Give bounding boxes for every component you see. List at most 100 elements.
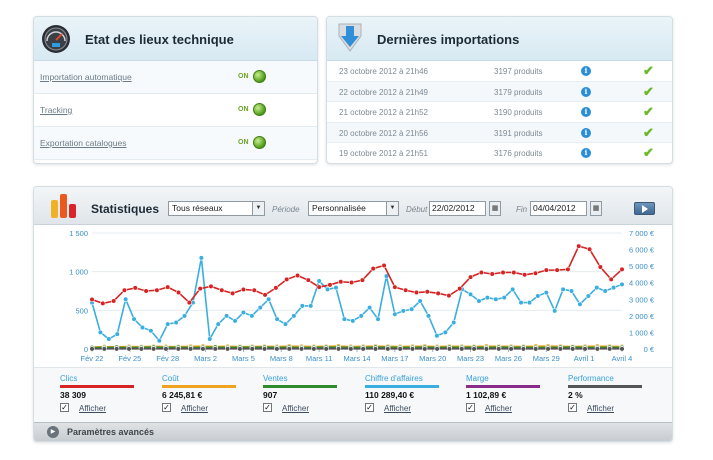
- data-point: [434, 333, 440, 339]
- data-point: [294, 272, 301, 279]
- y-left-tick-label: 500: [75, 306, 88, 315]
- info-icon[interactable]: i: [581, 66, 591, 76]
- series-line-chiffre-d-affaires: [91, 257, 623, 343]
- data-point: [451, 319, 457, 326]
- x-tick-label: Fév 22: [81, 354, 104, 363]
- data-point: [215, 321, 221, 327]
- metric-value: 38 309: [60, 390, 86, 400]
- checkmark-icon: ✔: [643, 63, 654, 78]
- data-point: [586, 246, 593, 252]
- data-point: [324, 286, 331, 292]
- tech-link-import[interactable]: Importation automatique: [40, 72, 132, 82]
- info-icon[interactable]: i: [581, 148, 591, 158]
- network-select-value: Tous réseaux: [172, 203, 223, 213]
- data-point: [232, 318, 238, 324]
- data-point: [476, 298, 482, 304]
- tech-link-tracking[interactable]: Tracking: [40, 105, 73, 115]
- data-point: [442, 329, 448, 336]
- data-point: [594, 285, 600, 291]
- show-link[interactable]: Afficher: [384, 404, 411, 413]
- metric-performance: Performance 2 % ✓ Afficher: [568, 368, 668, 426]
- network-select[interactable]: Tous réseaux ▼: [168, 201, 265, 216]
- metric-label: Performance: [568, 374, 614, 383]
- periode-select[interactable]: Personnalisée ▼: [308, 201, 399, 216]
- go-button[interactable]: [634, 202, 655, 215]
- data-point: [381, 262, 387, 269]
- data-point: [403, 287, 409, 293]
- info-icon[interactable]: i: [581, 107, 591, 117]
- import-products: 3191 produits: [494, 128, 543, 138]
- show-checkbox[interactable]: ✓: [568, 403, 577, 412]
- x-tick-label: Mars 14: [343, 354, 370, 363]
- metric-label: Clics: [60, 374, 78, 383]
- data-point: [392, 284, 398, 290]
- metric-color-bar: [60, 385, 134, 388]
- fin-date-input[interactable]: 04/04/2012: [530, 201, 587, 216]
- data-point: [212, 346, 218, 352]
- calendar-icon[interactable]: ▦: [590, 201, 602, 216]
- data-point: [151, 346, 157, 352]
- calendar-icon[interactable]: ▦: [489, 201, 501, 216]
- debut-date-input[interactable]: 22/02/2012: [429, 201, 486, 216]
- data-point: [207, 336, 213, 342]
- data-point: [417, 298, 423, 304]
- data-point: [261, 346, 268, 352]
- data-point: [370, 265, 376, 272]
- data-point: [535, 293, 541, 299]
- info-icon[interactable]: i: [581, 86, 591, 97]
- show-checkbox[interactable]: ✓: [60, 403, 69, 412]
- data-point: [311, 346, 317, 352]
- data-point: [532, 270, 539, 276]
- advanced-settings-toggle[interactable]: ▶ Paramètres avancés: [34, 422, 672, 441]
- data-point: [585, 293, 591, 299]
- data-point: [305, 277, 311, 283]
- show-link[interactable]: Afficher: [79, 404, 106, 413]
- imports-title: Dernières importations: [377, 32, 520, 47]
- data-point: [459, 346, 465, 352]
- tech-row-tracking: Tracking ON: [34, 94, 317, 127]
- y-right-tick-label: 1 000 €: [629, 328, 655, 337]
- x-tick-label: Mars 2: [194, 354, 217, 363]
- info-icon[interactable]: i: [581, 127, 591, 138]
- show-link[interactable]: Afficher: [587, 404, 614, 413]
- show-checkbox[interactable]: ✓: [365, 403, 374, 412]
- import-row: 23 octobre 2012 à 21h46 3197 produits i …: [327, 61, 672, 82]
- show-link[interactable]: Afficher: [181, 404, 208, 413]
- tech-status-panel: Etat des lieux technique Importation aut…: [33, 16, 318, 164]
- import-products: 3179 produits: [494, 87, 543, 97]
- metric-color-bar: [568, 385, 642, 388]
- data-point: [484, 295, 490, 301]
- checkmark-icon: ✔: [643, 104, 654, 119]
- data-point: [282, 321, 289, 327]
- show-checkbox[interactable]: ✓: [162, 403, 171, 412]
- data-point: [457, 286, 463, 292]
- show-checkbox[interactable]: ✓: [466, 403, 475, 412]
- data-point: [89, 346, 95, 352]
- show-link[interactable]: Afficher: [282, 404, 309, 413]
- data-point: [348, 346, 354, 352]
- data-point: [240, 309, 247, 316]
- import-date: 23 octobre 2012 à 21h46: [339, 67, 428, 76]
- data-point: [143, 288, 149, 294]
- data-point: [308, 303, 314, 309]
- data-point: [493, 296, 499, 302]
- data-point: [111, 298, 117, 304]
- data-point: [570, 346, 576, 352]
- data-point: [338, 279, 344, 285]
- data-point: [392, 311, 398, 317]
- data-point: [188, 346, 194, 352]
- import-date: 21 octobre 2012 à 21h52: [339, 108, 428, 117]
- show-link[interactable]: Afficher: [485, 404, 512, 413]
- tech-link-export[interactable]: Exportation catalogues: [40, 138, 127, 148]
- data-point: [510, 286, 516, 292]
- data-point: [165, 321, 171, 327]
- metric-label: Marge: [466, 374, 489, 383]
- data-point: [565, 266, 571, 272]
- y-right-tick-label: 7 000 €: [629, 229, 655, 238]
- data-point: [619, 346, 625, 352]
- show-checkbox[interactable]: ✓: [263, 403, 272, 412]
- import-row: 20 octobre 2012 à 21h56 3191 produits i …: [327, 122, 672, 143]
- metric-label: Coût: [162, 374, 179, 383]
- data-point: [266, 296, 272, 302]
- metric-value: 1 102,89 €: [466, 390, 507, 400]
